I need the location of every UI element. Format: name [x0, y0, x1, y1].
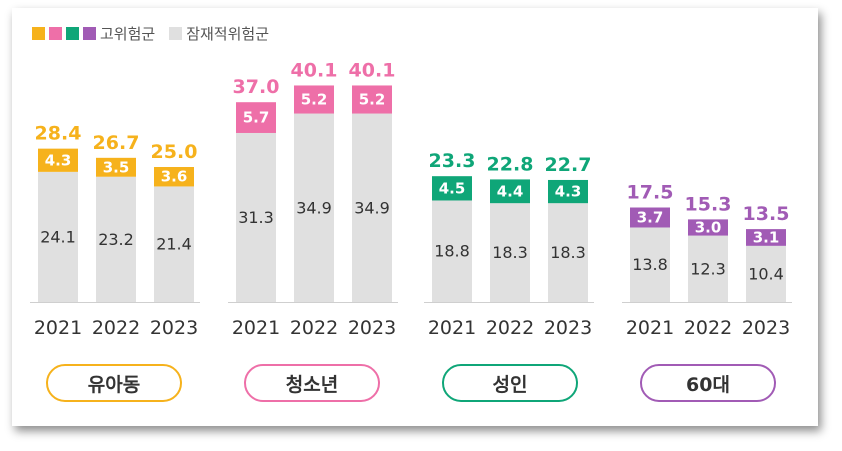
- group-label-pill-3: 60대: [640, 364, 776, 402]
- x-tick-3-2: 2023: [742, 317, 790, 339]
- group-label-pill-0: 유아동: [46, 364, 182, 402]
- label-high-0-2: 3.6: [161, 168, 188, 186]
- bar-potential-0-1: [96, 176, 136, 302]
- label-total-2-1: 22.8: [487, 153, 534, 175]
- x-tick-0-0: 2021: [34, 317, 82, 339]
- bar-potential-3-0: [630, 227, 670, 302]
- label-total-3-1: 15.3: [685, 193, 732, 215]
- label-high-2-0: 4.5: [439, 179, 466, 197]
- label-potential-2-0: 18.8: [434, 242, 470, 261]
- x-tick-2-1: 2022: [486, 317, 534, 339]
- bar-high-0-0: [38, 148, 78, 172]
- label-potential-0-0: 24.1: [40, 227, 76, 246]
- legend-label-potential-risk: 잠재적위험군: [186, 24, 270, 43]
- group-label-pill-1: 청소년: [244, 364, 380, 402]
- bar-potential-2-2: [548, 203, 588, 302]
- bar-high-3-2: [746, 229, 786, 246]
- x-tick-3-0: 2021: [626, 317, 674, 339]
- label-high-0-0: 4.3: [45, 151, 72, 169]
- x-tick-2-2: 2023: [544, 317, 592, 339]
- label-high-0-1: 3.5: [103, 158, 130, 176]
- bar-potential-3-2: [746, 245, 786, 302]
- legend-swatch-high-risk-3: [66, 26, 79, 40]
- label-high-3-1: 3.0: [695, 218, 722, 236]
- bar-high-2-2: [548, 179, 588, 204]
- label-high-1-1: 5.2: [301, 91, 328, 109]
- legend-swatch-high-risk-4: [83, 26, 96, 40]
- label-potential-2-1: 18.3: [492, 243, 528, 262]
- bar-potential-3-1: [688, 235, 728, 302]
- x-tick-1-0: 2021: [232, 317, 280, 339]
- label-total-3-2: 13.5: [743, 203, 790, 225]
- legend-label-high-risk: 고위험군: [100, 24, 156, 43]
- label-high-2-1: 4.4: [497, 182, 524, 200]
- bar-high-2-1: [490, 179, 530, 204]
- label-potential-1-0: 31.3: [238, 208, 274, 227]
- bar-high-1-1: [294, 85, 334, 114]
- label-total-1-2: 40.1: [349, 59, 396, 81]
- legend-swatch-high-risk-1: [32, 26, 45, 40]
- bar-potential-1-1: [294, 113, 334, 302]
- label-total-2-2: 22.7: [545, 154, 592, 176]
- bar-potential-2-0: [432, 200, 472, 302]
- x-tick-3-1: 2022: [684, 317, 732, 339]
- bar-high-2-0: [432, 176, 472, 201]
- bar-high-0-2: [154, 167, 194, 187]
- group-label-pill-2: 성인: [442, 364, 578, 402]
- label-total-1-0: 37.0: [233, 76, 280, 98]
- x-tick-1-2: 2023: [348, 317, 396, 339]
- label-potential-0-1: 23.2: [98, 230, 134, 249]
- label-total-1-1: 40.1: [291, 59, 338, 81]
- bar-high-3-0: [630, 207, 670, 228]
- bar-high-1-2: [352, 85, 392, 114]
- label-total-0-2: 25.0: [151, 141, 198, 163]
- label-potential-3-0: 13.8: [632, 255, 668, 274]
- label-high-3-0: 3.7: [637, 208, 664, 226]
- bar-high-1-0: [236, 102, 276, 133]
- label-high-3-2: 3.1: [753, 228, 780, 246]
- x-tick-2-0: 2021: [428, 317, 476, 339]
- label-potential-0-2: 21.4: [156, 235, 192, 254]
- label-total-0-1: 26.7: [93, 132, 140, 154]
- legend-swatch-high-risk-2: [49, 26, 62, 40]
- x-tick-0-1: 2022: [92, 317, 140, 339]
- label-high-2-2: 4.3: [555, 183, 582, 201]
- label-potential-1-2: 34.9: [354, 198, 390, 217]
- label-high-1-0: 5.7: [243, 109, 270, 127]
- legend-swatch-potential-risk: [169, 26, 183, 40]
- label-total-3-0: 17.5: [627, 182, 674, 204]
- bar-high-3-1: [688, 219, 728, 236]
- bar-potential-0-0: [38, 171, 78, 302]
- label-potential-3-1: 12.3: [690, 259, 726, 278]
- label-total-2-0: 23.3: [429, 150, 476, 172]
- bar-potential-1-2: [352, 113, 392, 302]
- legend: 고위험군 잠재적위험군: [32, 22, 283, 44]
- x-tick-1-1: 2022: [290, 317, 338, 339]
- bar-potential-0-2: [154, 186, 194, 302]
- label-high-1-2: 5.2: [359, 91, 386, 109]
- bar-potential-1-0: [236, 132, 276, 302]
- chart-frame: 24.1 4.3 28.4 2021 23.2 3.5 26.7 2022 21.4 3.6 25.…: [12, 8, 818, 426]
- label-potential-3-2: 10.4: [748, 264, 784, 283]
- stacked-bar-chart: 24.1 4.3 28.4 2021 23.2 3.5 26.7 2022 21.4 3.6 25.…: [30, 59, 792, 339]
- label-potential-1-1: 34.9: [296, 198, 332, 217]
- bar-potential-2-1: [490, 203, 530, 302]
- x-tick-0-2: 2023: [150, 317, 198, 339]
- label-total-0-0: 28.4: [35, 123, 82, 145]
- bar-high-0-1: [96, 157, 136, 177]
- label-potential-2-2: 18.3: [550, 243, 586, 262]
